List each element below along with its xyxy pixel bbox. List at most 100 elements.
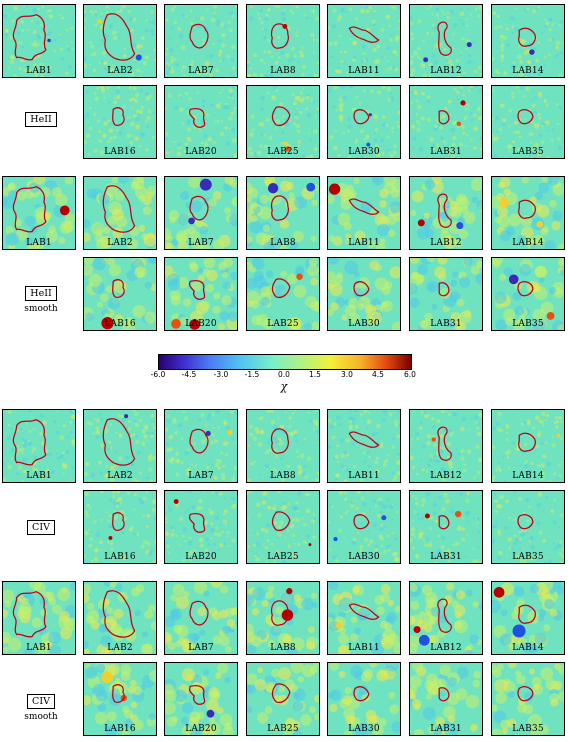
noise-spot: [375, 456, 379, 461]
noise-spot: [360, 521, 364, 526]
noise-spot: [374, 128, 379, 132]
noise-spot: [231, 196, 237, 207]
noise-spot: [69, 420, 73, 424]
noise-spot: [449, 9, 454, 15]
noise-spot: [394, 37, 400, 42]
lab-contour: [188, 512, 206, 533]
noise-spot: [212, 239, 225, 249]
noise-spot: [259, 194, 269, 204]
noise-spot: [255, 557, 261, 562]
noise-spot: [146, 541, 151, 546]
noise-spot: [525, 86, 530, 92]
noise-spot: [223, 420, 228, 425]
noise-spot: [64, 177, 74, 185]
noise-spot: [71, 41, 74, 44]
noise-spot: [271, 95, 277, 101]
noise-spot: [132, 177, 145, 190]
noise-spot: [265, 591, 274, 600]
noise-spot: [429, 470, 434, 475]
noise-spot: [179, 107, 184, 112]
noise-spot: [544, 418, 548, 422]
noise-spot: [264, 16, 269, 21]
noise-spot: [534, 632, 547, 645]
noise-spot: [445, 55, 449, 59]
noise-spot: [277, 56, 281, 59]
map-panel: LAB25: [246, 85, 320, 159]
noise-spot: [101, 86, 105, 91]
noise-spot: [523, 51, 528, 55]
noise-spot: [315, 478, 319, 482]
noise-spot: [387, 97, 392, 102]
noise-spot: [109, 541, 114, 546]
noise-spot: [279, 424, 285, 430]
noise-spot: [121, 729, 130, 735]
noise-spot: [4, 600, 12, 608]
noise-spot: [233, 110, 236, 114]
noise-spot: [71, 442, 75, 447]
noise-spot: [394, 605, 400, 613]
noise-spot: [84, 593, 90, 604]
noise-spot: [45, 469, 50, 474]
noise-spot: [7, 410, 12, 414]
noise-spot: [350, 616, 358, 624]
noise-spot: [514, 537, 520, 543]
noise-spot: [274, 439, 280, 444]
noise-spot: [112, 208, 124, 221]
noise-spot: [534, 123, 539, 129]
noise-spot: [502, 35, 507, 40]
noise-spot: [334, 454, 339, 459]
noise-spot: [199, 629, 206, 636]
noise-spot: [499, 494, 504, 500]
noise-spot: [465, 18, 468, 21]
noise-spot: [235, 441, 237, 444]
noise-spot: [353, 56, 357, 60]
noise-spot: [410, 13, 412, 16]
noise-spot: [508, 467, 511, 470]
map-panel: LAB14: [491, 176, 565, 250]
panel-label: LAB30: [348, 147, 380, 157]
noise-spot: [40, 609, 48, 617]
noise-spot: [5, 225, 15, 235]
noise-spot: [305, 95, 310, 101]
noise-spot: [20, 429, 23, 432]
map-panel: LAB12: [409, 581, 483, 655]
noise-spot: [479, 136, 482, 141]
noise-spot: [505, 425, 509, 429]
noise-spot: [33, 177, 46, 185]
noise-spot: [145, 491, 149, 493]
noise-spot: [523, 8, 527, 12]
noise-spot: [84, 648, 90, 654]
noise-spot: [551, 37, 555, 41]
noise-spot: [410, 21, 413, 26]
noise-spot: [225, 102, 228, 106]
noise-spot: [527, 75, 531, 77]
noise-spot: [129, 226, 140, 237]
noise-spot: [134, 116, 140, 122]
noise-spot: [307, 510, 311, 513]
noise-spot: [167, 155, 170, 158]
map-panel: LAB30: [327, 490, 401, 564]
noise-spot: [452, 120, 457, 125]
noise-spot: [141, 428, 147, 434]
noise-spot: [170, 594, 178, 602]
noise-spot: [538, 94, 543, 98]
noise-spot: [165, 469, 167, 472]
noise-spot: [378, 501, 383, 506]
noise-spot: [247, 235, 253, 244]
panel-label: LAB14: [512, 471, 544, 481]
noise-spot: [211, 433, 216, 437]
noise-spot: [54, 39, 57, 42]
noise-spot: [142, 61, 147, 66]
noise-spot: [224, 126, 228, 130]
noise-spot: [269, 410, 274, 413]
noise-spot: [215, 526, 219, 530]
noise-spot: [450, 312, 462, 324]
noise-spot: [117, 496, 123, 502]
noise-spot: [376, 223, 390, 237]
noise-spot: [90, 620, 100, 630]
noise-spot: [274, 503, 277, 506]
noise-spot: [512, 96, 515, 100]
noise-spot: [505, 431, 508, 434]
noise-spot: [230, 58, 234, 62]
noise-spot: [459, 11, 465, 16]
